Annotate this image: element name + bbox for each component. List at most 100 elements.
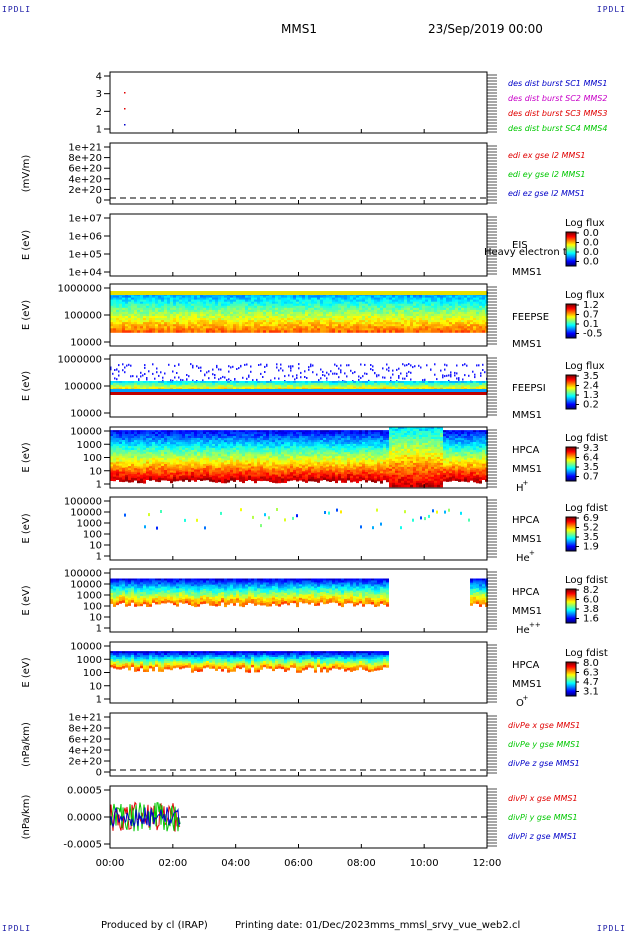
spectrogram-cell	[173, 313, 176, 317]
spectrogram-cell	[182, 453, 185, 457]
spectrogram-cell	[218, 309, 221, 313]
spectrogram-cell	[197, 324, 200, 327]
spectrogram-cell	[161, 450, 164, 453]
spectrogram-cell	[233, 307, 236, 311]
spectrogram-cell	[482, 318, 485, 321]
spectrogram-cell	[440, 311, 443, 315]
spectrogram-cell	[299, 320, 302, 323]
spectrogram-cell	[434, 326, 437, 329]
spectrogram-cell	[170, 301, 173, 305]
spectrogram-cell	[146, 471, 149, 475]
spectrogram-cell	[284, 330, 287, 333]
spectrogram-cell	[302, 297, 305, 301]
spectrogram-cell	[227, 442, 230, 445]
spectrogram-cell	[197, 320, 200, 323]
spectrogram-cell	[218, 463, 221, 467]
spectrogram-cell	[155, 463, 158, 466]
spectrogram-cell	[272, 328, 275, 331]
spectrogram-cell	[389, 305, 392, 309]
spectrogram-cell	[302, 316, 305, 319]
spectrogram-cell	[446, 320, 449, 323]
spectrogram-cell	[374, 324, 377, 327]
spectrogram-cell	[326, 371, 328, 374]
spectrogram-cell	[236, 322, 239, 325]
spectrogram-cell	[137, 301, 140, 305]
spectrogram-cell	[443, 382, 446, 386]
spectrogram-cell	[440, 326, 443, 329]
spectrogram-cell	[218, 313, 221, 317]
spectrogram-cell	[131, 438, 134, 441]
spectrogram-cell	[221, 297, 224, 301]
spectrogram-cell	[179, 430, 182, 433]
colorbar-step	[566, 386, 576, 388]
spectrogram-cell	[152, 311, 155, 315]
spectrogram-cell	[194, 459, 197, 463]
spectrogram-cell	[443, 303, 446, 307]
spectrogram-cell	[116, 457, 119, 461]
spectrogram-cell	[275, 305, 278, 309]
spectrogram-cell	[179, 458, 182, 461]
spectrogram-cell	[185, 295, 188, 298]
spectrogram-cell	[260, 324, 263, 327]
spectrogram-cell	[458, 309, 461, 313]
spectrogram-cell	[359, 303, 362, 307]
spectrogram-cell	[444, 375, 446, 378]
spectrogram-cell	[434, 318, 437, 321]
spectrogram-cell	[206, 434, 209, 437]
spectrogram-cell	[155, 475, 158, 478]
spectrogram-cell	[146, 299, 149, 303]
spectrogram-cell	[310, 365, 312, 368]
spectrogram-cell	[128, 444, 131, 447]
spectrogram-cell	[212, 299, 215, 303]
spectrogram-cell	[143, 435, 146, 439]
spectrogram-cell	[248, 330, 251, 333]
spectrogram-cell	[455, 318, 458, 321]
spectrogram-cell	[348, 364, 350, 367]
spectrogram-cell	[179, 436, 182, 439]
spectrogram-cell	[296, 384, 299, 388]
spectrogram-cell	[155, 309, 158, 313]
spectrogram-cell	[392, 328, 395, 331]
spectrogram-cell	[218, 382, 221, 386]
spectrogram-cell	[212, 434, 215, 437]
spectrogram-cell	[200, 460, 203, 463]
spectrogram-cell	[350, 386, 353, 389]
spectrogram-cell	[194, 475, 197, 478]
spectrogram-cell	[125, 439, 128, 443]
spectrogram-cell	[263, 316, 266, 319]
spectrogram-cell	[431, 316, 434, 319]
spectrogram-cell	[224, 434, 227, 437]
spectrogram-cell	[374, 301, 377, 305]
spectrogram-cell	[461, 328, 464, 331]
spectrogram-cell	[305, 386, 308, 389]
spectrogram-cell	[269, 301, 272, 305]
spectrogram-cell	[185, 434, 188, 437]
spectrogram-cell	[412, 366, 414, 369]
spectrogram-cell	[386, 316, 389, 319]
spectrogram-cell	[167, 474, 170, 477]
spectrogram-cell	[179, 462, 182, 465]
spectrogram-cell	[356, 307, 359, 311]
spectrogram-cell	[146, 453, 149, 457]
spectrogram-cell	[188, 455, 191, 459]
spectrogram-cell	[230, 313, 233, 317]
spectrogram-cell	[378, 374, 380, 377]
spectrogram-cell	[368, 379, 370, 382]
spectrogram-cell	[197, 463, 200, 467]
spectrogram-cell	[116, 381, 119, 384]
spectrogram-cell	[464, 330, 467, 333]
spectrogram-cell	[185, 313, 188, 317]
spectrogram-cell	[380, 382, 383, 386]
spectrogram-cell	[137, 468, 140, 472]
spectrogram-cell	[206, 445, 209, 449]
spectrogram-cell	[194, 451, 197, 455]
spectrogram-cell	[410, 320, 413, 323]
spectrogram-cell	[347, 326, 350, 329]
spectrogram-cell	[359, 330, 362, 333]
spectrogram-cell	[208, 377, 210, 380]
spectrogram-cell	[200, 476, 203, 479]
spectrogram-cell	[346, 364, 348, 367]
spectrogram-cell	[257, 307, 260, 311]
spectrogram-cell	[302, 311, 305, 315]
spectrogram-cell	[242, 330, 245, 333]
